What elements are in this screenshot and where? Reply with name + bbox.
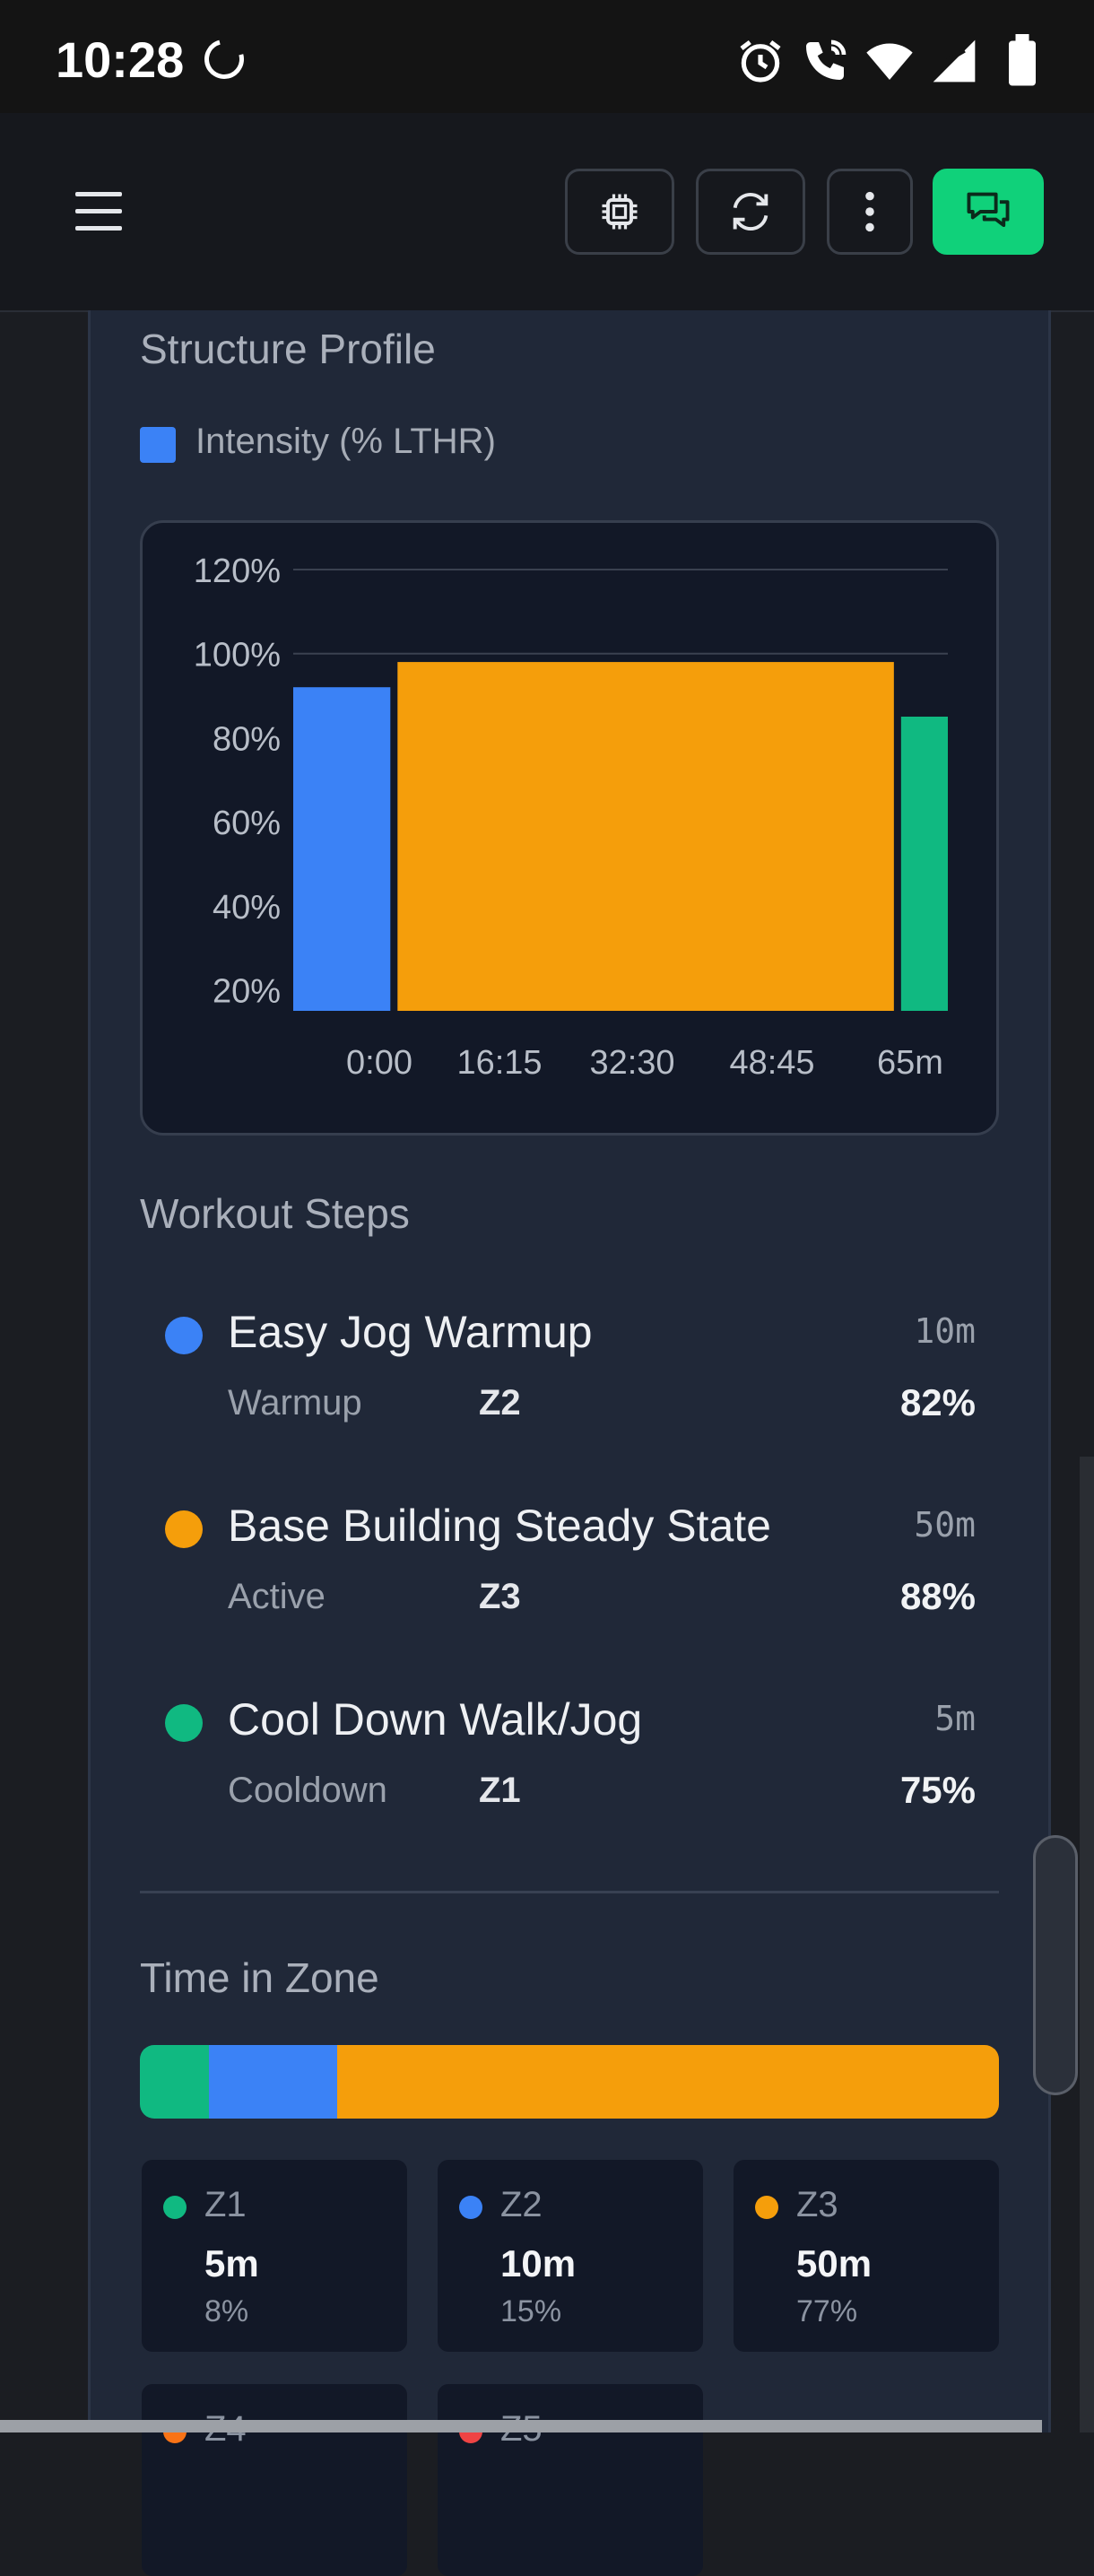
step-percent: 88% [899,1575,976,1617]
zone-card-z5: Z5 [438,2384,703,2576]
step-percent: 75% [899,1769,976,1811]
y-tick-label: 60% [213,805,281,842]
wifi-icon [866,43,913,80]
chip-button[interactable] [565,169,674,255]
step-name: Base Building Steady State [228,1501,771,1551]
scrollbar-track[interactable] [1080,1457,1094,2432]
refresh-icon [733,193,768,231]
zone-color-dot [163,2196,187,2219]
x-tick-label: 65m [877,1044,943,1082]
app-header [0,113,1094,312]
chart-bar [293,687,391,1011]
step-zone: Z3 [479,1577,521,1616]
zone-name: Z2 [500,2185,543,2224]
wifi-call-icon [806,39,847,80]
legend-label: Intensity (% LTHR) [195,422,496,461]
x-tick-label: 0:00 [346,1044,412,1082]
y-tick-label: 120% [194,553,281,590]
time-in-zone-bar [140,2045,999,2119]
alarm-icon [740,39,781,83]
section-divider [140,1891,999,1893]
structure-profile-title: Structure Profile [140,326,436,372]
zone-color-dot [755,2196,778,2219]
zone-bar-segment [208,2045,338,2119]
scrollbar-thumb[interactable] [1033,1835,1078,2095]
zone-name: Z1 [204,2185,247,2224]
y-tick-label: 80% [213,720,281,758]
zone-card-z1: Z1 5m 8% [142,2160,407,2352]
more-vertical-icon [865,191,874,232]
step-color-dot [165,1704,203,1742]
step-duration: 10m [914,1311,976,1351]
workout-steps-title: Workout Steps [140,1190,410,1237]
hamburger-icon[interactable] [72,187,126,237]
zone-minutes: 10m [500,2242,577,2284]
x-tick-label: 16:15 [456,1044,542,1082]
x-tick-label: 48:45 [729,1044,814,1082]
battery-icon [1009,34,1036,86]
refresh-button[interactable] [696,169,805,255]
signal-icon [933,39,976,83]
zone-card-z4: Z4 [142,2384,407,2576]
chat-icon [967,192,1010,228]
step-name: Cool Down Walk/Jog [228,1694,643,1745]
zone-name: Z3 [796,2185,838,2224]
zone-percent: 15% [500,2294,562,2328]
zone-bar-segment [140,2045,209,2119]
chart-bar [397,662,894,1011]
step-duration: 5m [934,1699,976,1738]
chip-icon [602,194,638,230]
zone-bar-segment [337,2045,999,2119]
step-color-dot [165,1317,203,1354]
y-tick-label: 20% [213,973,281,1011]
legend-swatch [140,427,176,463]
zone-minutes: 5m [204,2242,259,2284]
more-options-button[interactable] [827,169,913,255]
y-tick-label: 40% [213,889,281,927]
x-tick-label: 32:30 [589,1044,674,1082]
step-zone: Z1 [479,1771,521,1810]
zone-card-z3: Z3 50m 77% [734,2160,999,2352]
structure-chart-svg: 120% 100% 80% 60% 40% 20% 0:00 16:15 32:30 48:45 6… [194,553,948,1082]
chart-bar [900,717,948,1011]
gesture-bar [0,2420,1042,2432]
step-type: Cooldown [228,1771,387,1810]
step-type: Active [228,1577,326,1616]
y-tick-label: 100% [194,637,281,674]
status-time: 10:28 [56,31,185,88]
loading-spinner-icon [196,31,252,87]
step-color-dot [165,1510,203,1548]
zone-color-dot [459,2196,482,2219]
step-duration: 50m [914,1505,976,1545]
status-bar: 10:28 [0,0,1094,113]
zone-minutes: 50m [796,2242,873,2284]
step-zone: Z2 [479,1383,521,1423]
structure-chart: 120% 100% 80% 60% 40% 20% 0:00 16:15 32:30 48:45 6… [140,520,999,1136]
zone-percent: 8% [204,2294,249,2328]
step-type: Warmup [228,1383,362,1423]
zone-percent: 77% [796,2294,858,2328]
step-name: Easy Jog Warmup [228,1307,593,1357]
chat-button[interactable] [933,169,1044,255]
zone-card-z2: Z2 10m 15% [438,2160,703,2352]
time-in-zone-title: Time in Zone [140,1954,379,2001]
step-percent: 82% [899,1381,976,1423]
